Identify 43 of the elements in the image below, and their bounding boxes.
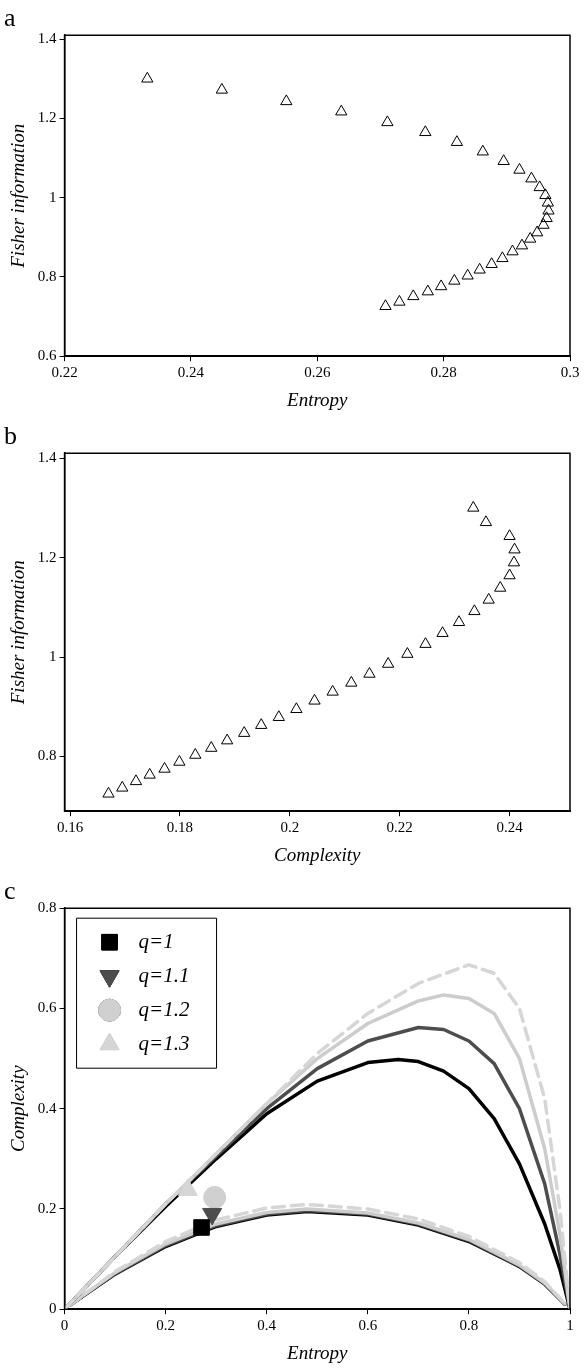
chart-title: a [4, 3, 16, 33]
x-tick-label: 0.26 [304, 364, 331, 381]
y-tick-label: 1.4 [37, 30, 58, 47]
x-tick-label: 0.3 [560, 364, 580, 381]
y-tick-label: 0.2 [37, 1199, 57, 1216]
y-axis-title: Complexity [7, 1064, 29, 1152]
x-axis-title: Complexity [274, 843, 362, 865]
x-tick-label: 1 [566, 1317, 574, 1334]
x-tick-label: 0.2 [156, 1317, 176, 1334]
legend-label: q=1.1 [138, 962, 190, 987]
x-tick-label: 0.4 [257, 1317, 277, 1334]
x-tick-label: 0.16 [56, 819, 84, 836]
x-tick-label: 0.22 [51, 364, 78, 381]
y-tick-label: 1 [49, 188, 57, 205]
x-tick-label: 0.22 [386, 819, 413, 836]
x-tick-label: 0.6 [358, 1317, 378, 1334]
legend-label: q=1 [138, 928, 174, 953]
x-tick-label: 0.18 [166, 819, 194, 836]
x-axis-title: Entropy [286, 388, 349, 410]
y-tick-label: 0.8 [37, 267, 57, 284]
y-tick-label: 0.8 [37, 747, 57, 764]
y-tick-label: 0.6 [37, 999, 58, 1016]
x-tick-label: 0.28 [430, 364, 457, 381]
y-axis-title: Fisher information [7, 123, 29, 269]
y-tick-label: 0.8 [37, 899, 57, 916]
y-tick-label: 1 [49, 648, 57, 664]
legend-label: q=1.3 [138, 1030, 190, 1055]
y-tick-label: 1.2 [37, 109, 57, 126]
x-tick-label: 0.24 [177, 364, 205, 381]
x-tick-label: 0 [60, 1317, 69, 1334]
x-tick-label: 0.24 [496, 819, 524, 836]
y-tick-label: 1.2 [37, 548, 57, 565]
chart-title: c [4, 876, 16, 906]
x-tick-label: 0.2 [280, 819, 300, 836]
x-axis-title: Entropy [286, 1341, 349, 1363]
y-axis-title: Fisher information [7, 560, 29, 706]
y-tick-label: 0.6 [37, 347, 58, 364]
x-tick-label: 0.8 [459, 1317, 479, 1334]
y-tick-label: 1.4 [37, 449, 58, 466]
chart-title: b [4, 421, 17, 451]
y-tick-label: 0 [49, 1300, 57, 1317]
y-tick-label: 0.4 [37, 1099, 58, 1116]
legend-label: q=1.2 [138, 996, 190, 1021]
